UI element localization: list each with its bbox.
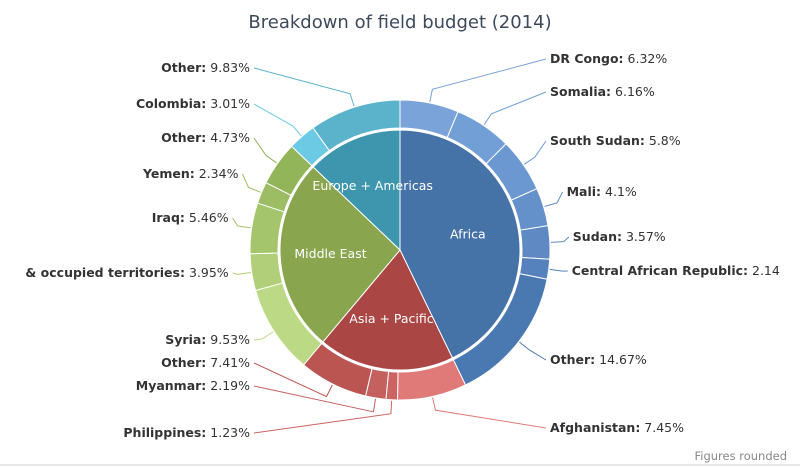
outer-label-africa-dr-congo: DR Congo: 6.32% — [550, 51, 667, 66]
outer-label-africa-other: Other: 14.67% — [550, 352, 647, 367]
inner-label-asia-pacific: Asia + Pacific — [349, 311, 433, 326]
connector-other — [253, 67, 355, 107]
connector-dr-congo — [429, 58, 547, 103]
inner-ring — [279, 129, 521, 371]
inner-label-africa: Africa — [450, 226, 486, 241]
outer-label-asia-pacific-myanmar: Myanmar: 2.19% — [136, 378, 250, 393]
outer-label-africa-somalia: Somalia: 6.16% — [550, 84, 655, 99]
outer-slice-europe-americas-other[interactable] — [312, 99, 401, 152]
outer-label-asia-pacific-philippines: Philippines: 1.23% — [123, 425, 250, 440]
outer-slice-africa-sudan[interactable] — [519, 225, 551, 260]
connector-iraq — [232, 217, 251, 229]
connector-syria — [253, 331, 274, 341]
connector-yemen — [241, 173, 261, 193]
outer-label-africa-mali: Mali: 4.1% — [567, 184, 637, 199]
outer-label-middle-east-other: Other: 4.73% — [161, 130, 250, 145]
inner-label-middle-east: Middle East — [294, 246, 366, 261]
outer-slice-middle-east-iraq[interactable] — [249, 202, 285, 255]
inner-slice-middle-east[interactable] — [279, 166, 401, 343]
outer-label-middle-east-israel-occupied-territories: & occupied territories: 3.95% — [25, 265, 228, 280]
inner-slice-europe-americas[interactable] — [312, 129, 401, 252]
label-connectors — [232, 58, 570, 434]
outer-label-africa-central-african-republic: Central African Republic: 2.14 — [572, 263, 780, 278]
connector-afghanistan — [432, 397, 547, 429]
inner-label-europe-americas: Europe + Americas — [312, 178, 432, 193]
connector-other — [253, 137, 277, 164]
outer-label-middle-east-yemen: Yemen: 2.34% — [142, 166, 239, 181]
outer-labels: DR Congo: 6.32% Somalia: 6.16% South Sudan… — [25, 51, 779, 440]
outer-label-middle-east-syria: Syria: 9.53% — [165, 332, 250, 347]
connector-other — [519, 341, 547, 361]
inner-slice-asia-pacific[interactable] — [322, 249, 454, 371]
outer-label-asia-pacific-afghanistan: Afghanistan: 7.45% — [550, 420, 684, 435]
outer-ring — [249, 99, 551, 401]
connector-south-sudan — [524, 140, 547, 165]
outer-label-middle-east-iraq: Iraq: 5.46% — [152, 210, 229, 225]
outer-label-africa-south-sudan: South Sudan: 5.8% — [550, 133, 681, 148]
outer-label-europe-americas-other: Other: 9.83% — [161, 60, 250, 75]
outer-label-asia-pacific-other: Other: 7.41% — [161, 355, 250, 370]
inner-slice-africa[interactable] — [399, 129, 521, 359]
connector-myanmar — [253, 385, 377, 413]
outer-label-africa-sudan: Sudan: 3.57% — [573, 229, 666, 244]
inner-labels: Africa Asia + Pacific Middle East Europe + … — [294, 178, 485, 326]
connector-central-african-republic — [549, 268, 568, 272]
chart-title: Breakdown of field budget (2014) — [248, 12, 551, 33]
figures-rounded-note: Figures rounded — [694, 449, 787, 463]
outer-label-europe-americas-colombia: Colombia: 3.01% — [136, 96, 250, 111]
connector-sudan — [550, 236, 570, 243]
connector-somalia — [483, 91, 547, 125]
connector-israel-occupied-territories — [232, 271, 251, 275]
connector-colombia — [253, 103, 302, 137]
connector-other — [253, 362, 333, 398]
connector-mali — [544, 191, 564, 208]
connector-philippines — [253, 400, 393, 434]
